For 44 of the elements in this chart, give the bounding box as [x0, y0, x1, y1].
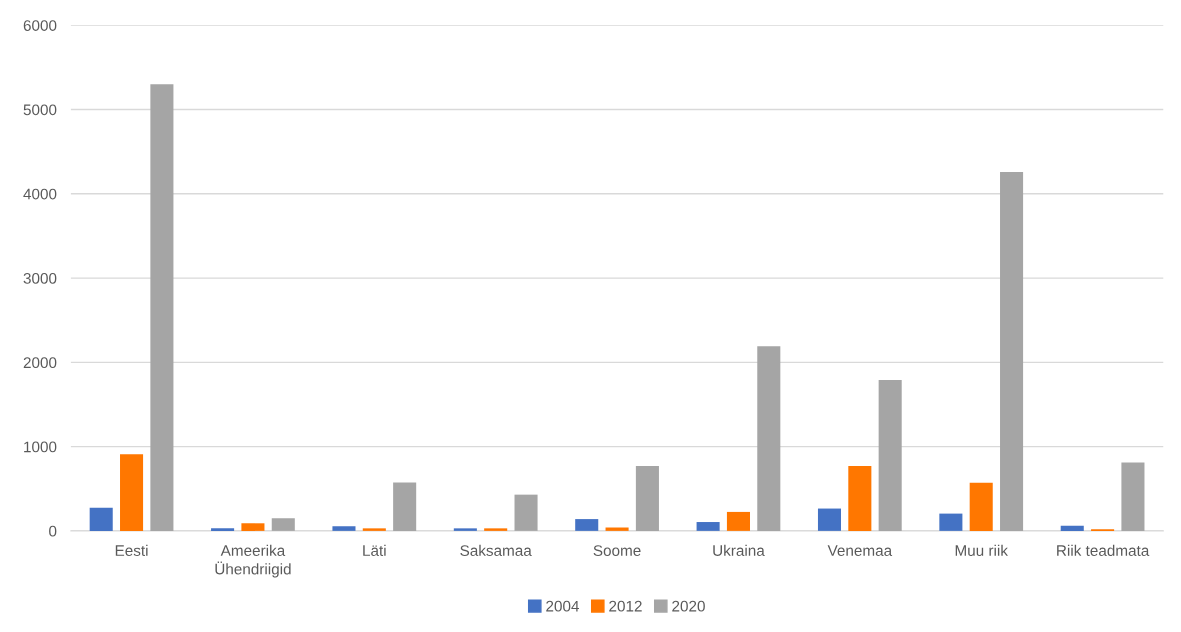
bar — [271, 518, 295, 531]
bar — [696, 522, 720, 531]
y-tick-label: 2000 — [23, 357, 57, 369]
x-tick-label: Riik teadmata — [1057, 544, 1150, 556]
bar — [726, 511, 750, 531]
x-tick-label: Ameerika Ühendriigid — [215, 544, 291, 578]
legend-label: 2012 — [609, 600, 642, 612]
bar — [817, 508, 842, 531]
x-tick-label: Venemaa — [827, 545, 893, 556]
bar — [332, 526, 356, 531]
y-tick-label: 3000 — [23, 272, 57, 284]
x-tick-label: Ukraina — [713, 544, 765, 556]
bar — [211, 528, 235, 531]
bar — [393, 482, 417, 531]
bar — [878, 380, 902, 531]
bar — [757, 346, 781, 531]
x-tick-label: Eesti — [115, 544, 148, 556]
legend-label: 2020 — [672, 600, 705, 612]
bar — [1121, 462, 1145, 531]
bar — [241, 523, 265, 531]
x-tick-label: Saksamaa — [460, 544, 532, 556]
bar — [635, 465, 659, 531]
x-tick-label: Muu riik — [955, 544, 1008, 556]
bar — [484, 528, 508, 531]
bar — [150, 84, 174, 531]
legend-label: 2004 — [546, 600, 580, 612]
bar — [575, 519, 599, 531]
bar — [939, 513, 963, 531]
x-tick-label: Läti — [363, 544, 386, 556]
x-tick-label: Soome — [593, 545, 641, 556]
y-tick-label: 4000 — [23, 188, 57, 200]
y-tick-label: 0 — [49, 525, 57, 537]
bar — [514, 494, 538, 531]
bar — [453, 528, 477, 531]
y-tick-label: 6000 — [23, 20, 57, 31]
bar — [120, 454, 144, 531]
bar — [89, 507, 113, 531]
bar — [969, 482, 993, 531]
bar — [362, 528, 386, 531]
bar — [848, 465, 872, 531]
y-tick-label: 5000 — [23, 104, 57, 116]
y-tick-label: 1000 — [24, 441, 57, 453]
bar — [1000, 171, 1024, 531]
bar — [1060, 525, 1084, 531]
